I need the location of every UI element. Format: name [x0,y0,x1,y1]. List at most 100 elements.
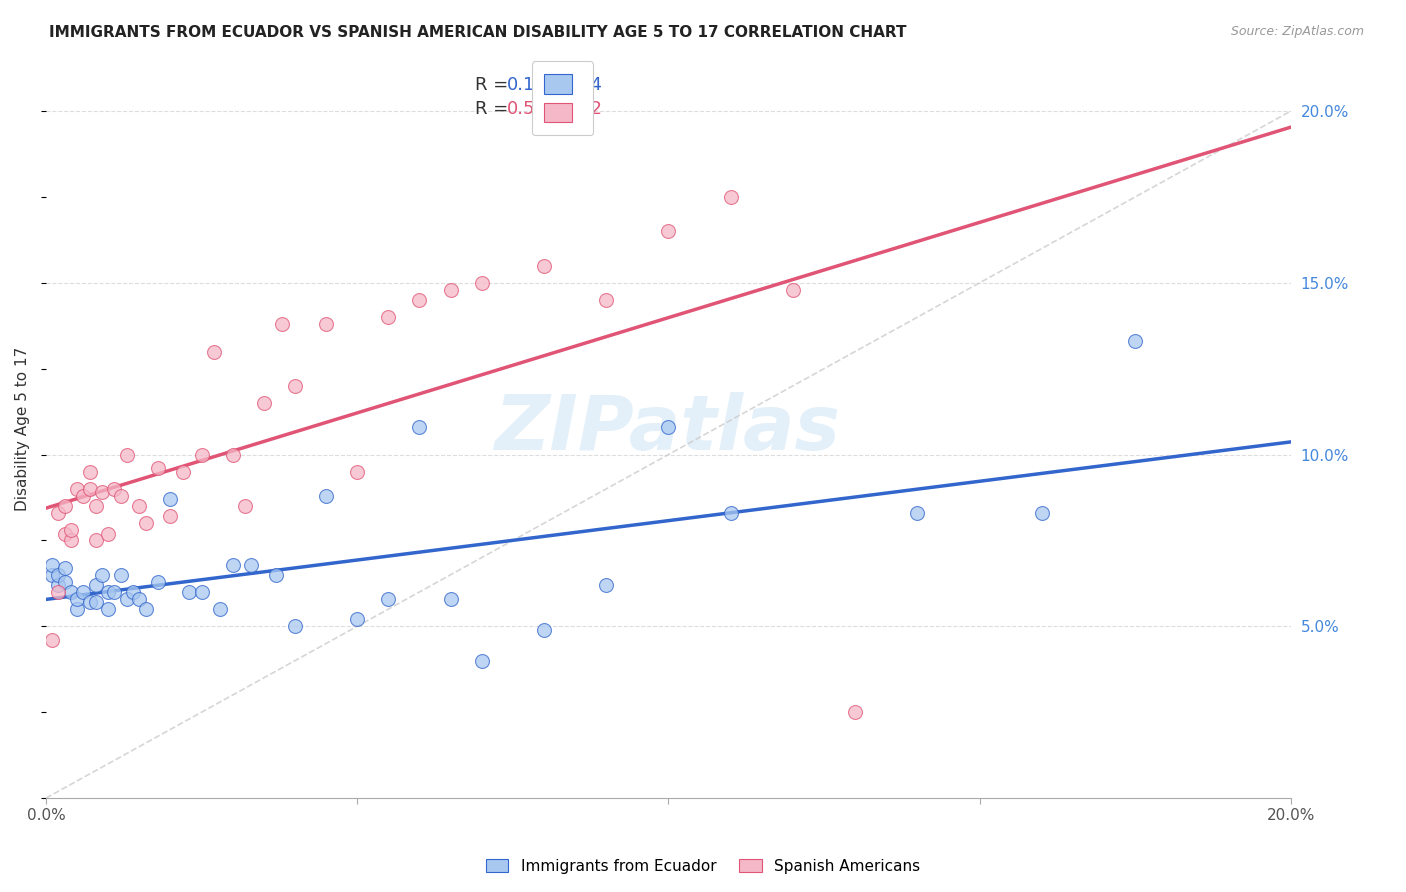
Point [172,465,194,479]
Point [657,224,679,238]
Point [84,533,107,548]
Point [240,558,263,572]
Point [135,516,157,531]
Point [115,448,138,462]
Point [48,567,70,582]
Text: IMMIGRANTS FROM ECUADOR VS SPANISH AMERICAN DISABILITY AGE 5 TO 17 CORRELATION C: IMMIGRANTS FROM ECUADOR VS SPANISH AMERI… [49,25,907,40]
Point [315,489,337,503]
Point [1123,334,1146,349]
Point [48,585,70,599]
Text: R =: R = [475,100,515,119]
Point [233,499,256,513]
Point [408,293,430,307]
Point [202,344,225,359]
Point [190,448,212,462]
Point [91,567,114,582]
Y-axis label: Disability Age 5 to 17: Disability Age 5 to 17 [15,347,30,511]
Point [720,506,742,520]
Point [110,567,132,582]
Point [84,595,107,609]
Point [84,578,107,592]
Text: 44: 44 [579,76,602,94]
Point [79,595,101,609]
Point [59,523,82,537]
Point [146,574,169,589]
Point [122,585,145,599]
Point [91,485,114,500]
Point [103,585,125,599]
Point [53,499,76,513]
Point [439,283,461,297]
Point [471,654,494,668]
Point [253,396,276,410]
Point [271,317,294,331]
Point [53,526,76,541]
Point [657,420,679,434]
Point [66,602,89,616]
Point [103,482,125,496]
Point [84,499,107,513]
Text: 0.541: 0.541 [506,100,558,119]
Point [377,310,399,325]
Point [284,379,307,393]
Point [346,612,368,626]
Point [1031,506,1053,520]
Text: R =: R = [475,76,515,94]
Point [59,585,82,599]
Text: ZIPatlas: ZIPatlas [495,392,841,466]
Point [159,509,181,524]
Point [97,602,120,616]
Point [110,489,132,503]
Text: 42: 42 [579,100,602,119]
Point [408,420,430,434]
Point [79,465,101,479]
Point [471,276,494,290]
Point [782,283,804,297]
Point [595,578,617,592]
Point [41,567,63,582]
Point [53,561,76,575]
Point [128,591,150,606]
Point [48,578,70,592]
Text: N =: N = [544,76,602,94]
Point [284,619,307,633]
Legend: , : , [531,62,593,136]
Point [221,558,243,572]
Text: 0.148: 0.148 [506,76,558,94]
Point [315,317,337,331]
Legend: Immigrants from Ecuador, Spanish Americans: Immigrants from Ecuador, Spanish America… [479,853,927,880]
Point [66,482,89,496]
Point [209,602,232,616]
Point [377,591,399,606]
Point [72,489,94,503]
Point [97,585,120,599]
Point [190,585,212,599]
Point [159,492,181,507]
Point [905,506,928,520]
Point [41,558,63,572]
Point [439,591,461,606]
Point [595,293,617,307]
Point [346,465,368,479]
Point [72,585,94,599]
Point [720,190,742,204]
Point [66,591,89,606]
Point [844,705,866,719]
Point [97,526,120,541]
Point [115,591,138,606]
Point [59,533,82,548]
Point [53,574,76,589]
Point [264,567,287,582]
Text: N =: N = [544,100,602,119]
Point [179,585,201,599]
Point [128,499,150,513]
Point [221,448,243,462]
Point [533,623,555,637]
Point [135,602,157,616]
Point [533,259,555,273]
Text: Source: ZipAtlas.com: Source: ZipAtlas.com [1230,25,1364,38]
Point [79,482,101,496]
Point [41,633,63,648]
Point [146,461,169,475]
Point [48,506,70,520]
